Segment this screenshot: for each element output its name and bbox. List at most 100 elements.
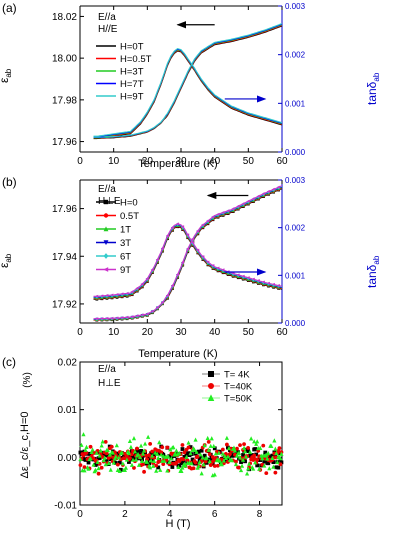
data-point xyxy=(239,460,243,464)
eps-point xyxy=(276,185,281,189)
data-point xyxy=(230,453,234,458)
data-point xyxy=(126,450,132,456)
data-point xyxy=(177,450,182,456)
data-point xyxy=(191,466,196,471)
data-point xyxy=(241,453,245,457)
data-point xyxy=(206,447,211,452)
data-point xyxy=(223,455,228,461)
data-point xyxy=(119,450,124,455)
data-point xyxy=(141,462,145,467)
data-point xyxy=(79,442,84,447)
legend-label: T=50K xyxy=(224,394,253,405)
data-point xyxy=(258,445,263,450)
data-point xyxy=(115,462,120,467)
data-point xyxy=(200,455,205,460)
eps-point xyxy=(191,237,195,241)
data-point xyxy=(273,446,278,451)
data-point xyxy=(141,448,147,453)
tan-point xyxy=(186,233,190,237)
data-point xyxy=(253,460,258,465)
data-point xyxy=(155,451,160,456)
data-point xyxy=(213,451,218,456)
data-point xyxy=(104,451,109,456)
legend-label: T=40K xyxy=(224,382,253,393)
data-point xyxy=(205,435,210,441)
x-tick-label: 4 xyxy=(167,509,173,520)
tan-point xyxy=(130,290,134,294)
tan-point xyxy=(100,294,104,298)
tan-point xyxy=(170,225,174,229)
x-tick-label: 30 xyxy=(175,327,187,338)
data-point xyxy=(193,460,198,465)
plot-frame xyxy=(79,361,283,506)
data-point xyxy=(146,434,151,439)
data-point xyxy=(122,467,127,473)
data-point xyxy=(274,450,279,456)
data-point xyxy=(210,455,215,459)
data-point xyxy=(277,451,282,456)
eps-point xyxy=(170,283,174,288)
y2-tick-label: 0.003 xyxy=(285,176,306,185)
data-point xyxy=(267,466,272,471)
y-tick-label: 17.94 xyxy=(52,252,77,263)
data-point xyxy=(197,459,202,464)
y2-tick-label: 0.002 xyxy=(285,224,306,233)
tan-point xyxy=(201,255,205,259)
data-point xyxy=(165,468,170,473)
tan-point xyxy=(165,234,169,238)
data-point xyxy=(202,453,207,458)
data-point xyxy=(100,439,105,444)
panel-a: (a) E//a H//E Temperature (K) εab tanδab xyxy=(0,1,381,170)
data-point xyxy=(219,462,224,467)
tan-point xyxy=(206,260,210,264)
eps-point xyxy=(186,247,190,251)
data-point xyxy=(149,458,154,463)
data-point xyxy=(261,443,266,448)
eps-point xyxy=(226,209,230,213)
data-point xyxy=(212,464,217,468)
data-point xyxy=(186,451,191,456)
data-point xyxy=(174,448,179,453)
y-axis-label: εab xyxy=(0,68,13,83)
data-point xyxy=(279,460,284,465)
eps-point xyxy=(256,194,260,198)
annotation-line2: H//E xyxy=(98,24,118,35)
y-tick-label: 0.02 xyxy=(58,358,78,369)
legend-label: 1T xyxy=(120,225,131,236)
data-point xyxy=(131,454,135,458)
data-point xyxy=(167,454,172,459)
data-point xyxy=(258,458,263,462)
data-point xyxy=(142,469,146,474)
data-point xyxy=(145,459,150,464)
y-tick-label: 17.92 xyxy=(52,299,77,310)
data-point xyxy=(131,436,137,441)
data-point xyxy=(236,450,242,455)
data-point xyxy=(188,445,193,449)
data-point xyxy=(84,451,89,455)
tan-point xyxy=(115,292,119,297)
data-point xyxy=(198,452,203,457)
data-point xyxy=(104,458,109,463)
data-point xyxy=(124,457,129,462)
legend-marker xyxy=(103,199,109,205)
plot-area xyxy=(93,23,282,140)
eps-point xyxy=(110,316,114,320)
legend-marker xyxy=(103,240,109,246)
data-point xyxy=(206,439,211,444)
data-point xyxy=(159,452,164,457)
tan-line-H=9T xyxy=(93,47,282,137)
data-point xyxy=(235,446,239,451)
data-point xyxy=(193,437,198,442)
data-point xyxy=(159,450,164,455)
data-point xyxy=(262,463,267,468)
x-tick-label: 60 xyxy=(276,156,288,167)
data-point xyxy=(246,449,251,454)
data-point xyxy=(237,465,241,470)
data-point xyxy=(264,471,269,476)
y-tick-label: 0.01 xyxy=(58,405,78,416)
tan-point xyxy=(211,264,215,268)
data-point xyxy=(129,462,135,467)
data-point xyxy=(179,461,184,466)
y2-axis-label: tanδab xyxy=(365,72,381,105)
legend-label: H=7T xyxy=(120,79,144,90)
